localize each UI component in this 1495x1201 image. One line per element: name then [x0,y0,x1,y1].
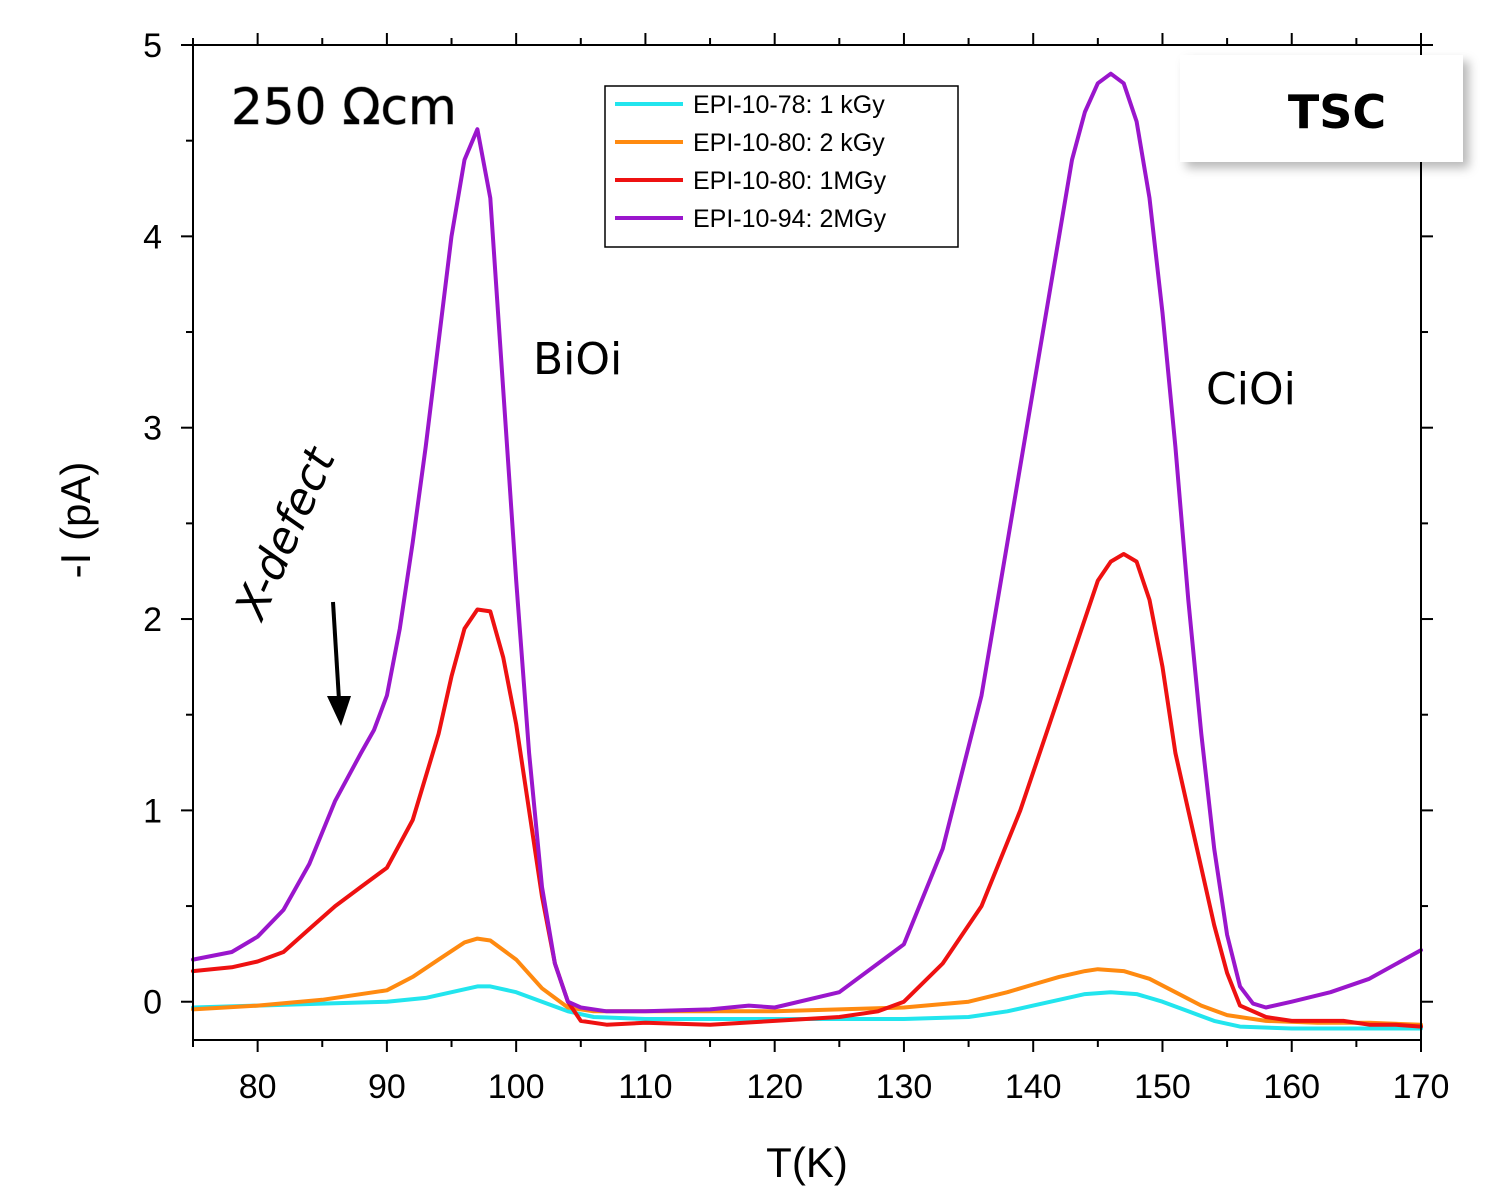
tsc-badge-box [1180,55,1463,162]
y-axis-title: -I (pA) [52,462,99,579]
y-tick-label: 4 [143,218,162,256]
x-defect-arrow [327,601,351,726]
series-line-3 [191,552,1423,1029]
x-tick-label: 100 [488,1068,545,1106]
tsc-badge: TSC [1180,55,1463,162]
x-tick-label: 80 [239,1068,277,1106]
x-tick-label: 140 [1005,1068,1062,1106]
x-tick-label: 110 [618,1068,672,1106]
legend-label: EPI-10-80: 2 kGy [693,129,885,157]
y-tick-label: 2 [143,601,162,639]
y-tick-label: 3 [143,410,162,448]
x-axis-title: T(K) [766,1139,848,1186]
legend-label: EPI-10-78: 1 kGy [693,91,885,119]
series-line-2 [191,936,1423,1027]
legend-label: EPI-10-80: 1MGy [693,167,887,195]
x-tick-label: 130 [876,1068,933,1106]
legend-label: EPI-10-94: 2MGy [693,205,887,233]
x-defect-label: X-defect [225,439,347,629]
legend-box [604,85,959,248]
plot-frame [192,44,1422,1041]
axis-ticks [181,33,1433,1052]
y-tick-label: 1 [143,792,162,830]
x-tick-label: 160 [1263,1068,1320,1106]
x-tick-label: 120 [746,1068,803,1106]
x-tick-label: 170 [1393,1068,1450,1106]
bioi-peak-label: BiOi [533,334,622,385]
x-tick-label: 90 [368,1068,406,1106]
tick-labels: 80 90 100 110 120 130 140 150 160 170 0 1 2 3 4 5 [143,27,1449,1106]
series-layer [191,71,1423,1031]
cioi-peak-label: CiOi [1206,364,1296,415]
resistivity-label: 250 Ωcm [231,78,457,136]
tsc-badge-label: TSC [1288,85,1386,139]
x-tick-label: 150 [1134,1068,1191,1106]
y-tick-label: 0 [143,984,162,1022]
series-line-4 [191,71,1423,1014]
y-tick-label: 5 [143,27,162,65]
legend: EPI-10-78: 1 kGy EPI-10-80: 2 kGy EPI-10-8… [604,85,959,248]
